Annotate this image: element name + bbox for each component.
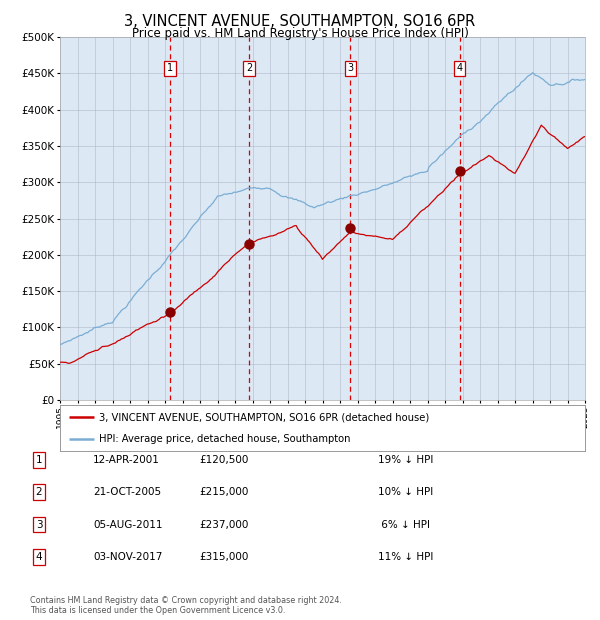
Text: Contains HM Land Registry data © Crown copyright and database right 2024.
This d: Contains HM Land Registry data © Crown c… — [30, 596, 342, 615]
Text: £237,000: £237,000 — [200, 520, 249, 529]
Text: 2: 2 — [246, 63, 252, 73]
Text: £215,000: £215,000 — [200, 487, 249, 497]
Text: Price paid vs. HM Land Registry's House Price Index (HPI): Price paid vs. HM Land Registry's House … — [131, 27, 469, 40]
Text: 11% ↓ HPI: 11% ↓ HPI — [378, 552, 433, 562]
Text: 6% ↓ HPI: 6% ↓ HPI — [378, 520, 430, 529]
Text: 12-APR-2001: 12-APR-2001 — [93, 455, 160, 465]
Text: 4: 4 — [35, 552, 43, 562]
Text: 2: 2 — [35, 487, 43, 497]
Text: 3: 3 — [35, 520, 43, 529]
Text: HPI: Average price, detached house, Southampton: HPI: Average price, detached house, Sout… — [100, 434, 351, 444]
Text: 4: 4 — [457, 63, 463, 73]
Text: £120,500: £120,500 — [200, 455, 249, 465]
Text: 3, VINCENT AVENUE, SOUTHAMPTON, SO16 6PR (detached house): 3, VINCENT AVENUE, SOUTHAMPTON, SO16 6PR… — [100, 412, 430, 422]
Text: 19% ↓ HPI: 19% ↓ HPI — [378, 455, 433, 465]
Text: 1: 1 — [167, 63, 173, 73]
Text: 05-AUG-2011: 05-AUG-2011 — [93, 520, 163, 529]
Text: 21-OCT-2005: 21-OCT-2005 — [93, 487, 161, 497]
Text: 1: 1 — [35, 455, 43, 465]
Text: 03-NOV-2017: 03-NOV-2017 — [93, 552, 163, 562]
Text: 10% ↓ HPI: 10% ↓ HPI — [378, 487, 433, 497]
Text: 3: 3 — [347, 63, 353, 73]
Text: 3, VINCENT AVENUE, SOUTHAMPTON, SO16 6PR: 3, VINCENT AVENUE, SOUTHAMPTON, SO16 6PR — [124, 14, 476, 29]
Text: £315,000: £315,000 — [200, 552, 249, 562]
